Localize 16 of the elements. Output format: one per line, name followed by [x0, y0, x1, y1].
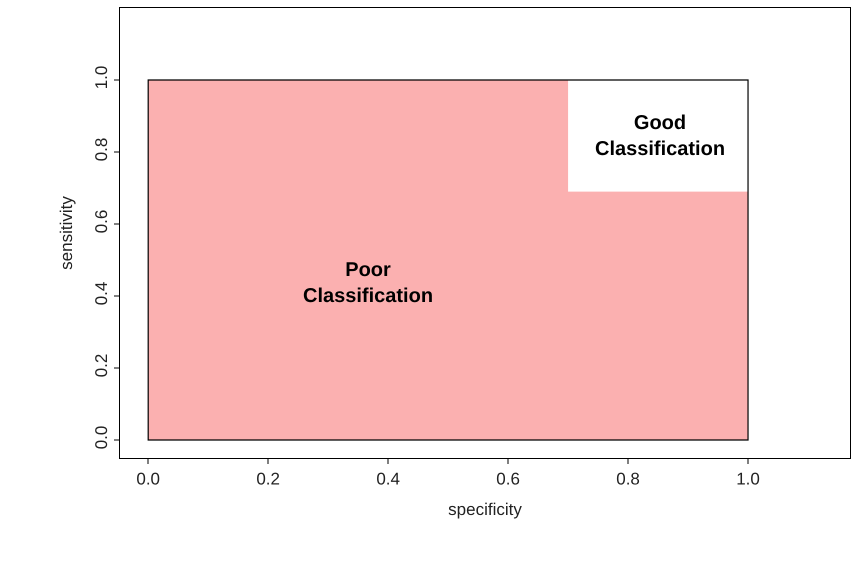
x-axis-title: specificity [448, 500, 522, 519]
y-tick-label: 0.0 [92, 426, 112, 450]
x-tick-label: 0.0 [136, 469, 160, 488]
y-tick-label: 0.4 [92, 282, 112, 306]
y-tick-label: 0.8 [92, 138, 112, 162]
x-tick-label: 0.2 [256, 469, 280, 488]
y-tick-label: 0.6 [92, 210, 112, 234]
y-tick-label: 0.2 [92, 354, 112, 378]
x-tick-label: 0.4 [376, 469, 400, 488]
x-tick-label: 0.8 [616, 469, 640, 488]
annotation: Good Classification [595, 112, 726, 160]
y-tick-label: 1.0 [92, 66, 112, 90]
x-tick-label: 0.6 [496, 469, 520, 488]
y-axis-title: sensitivity [56, 196, 76, 270]
x-tick-label: 1.0 [736, 469, 760, 488]
annotation: Poor Classification [303, 259, 434, 307]
